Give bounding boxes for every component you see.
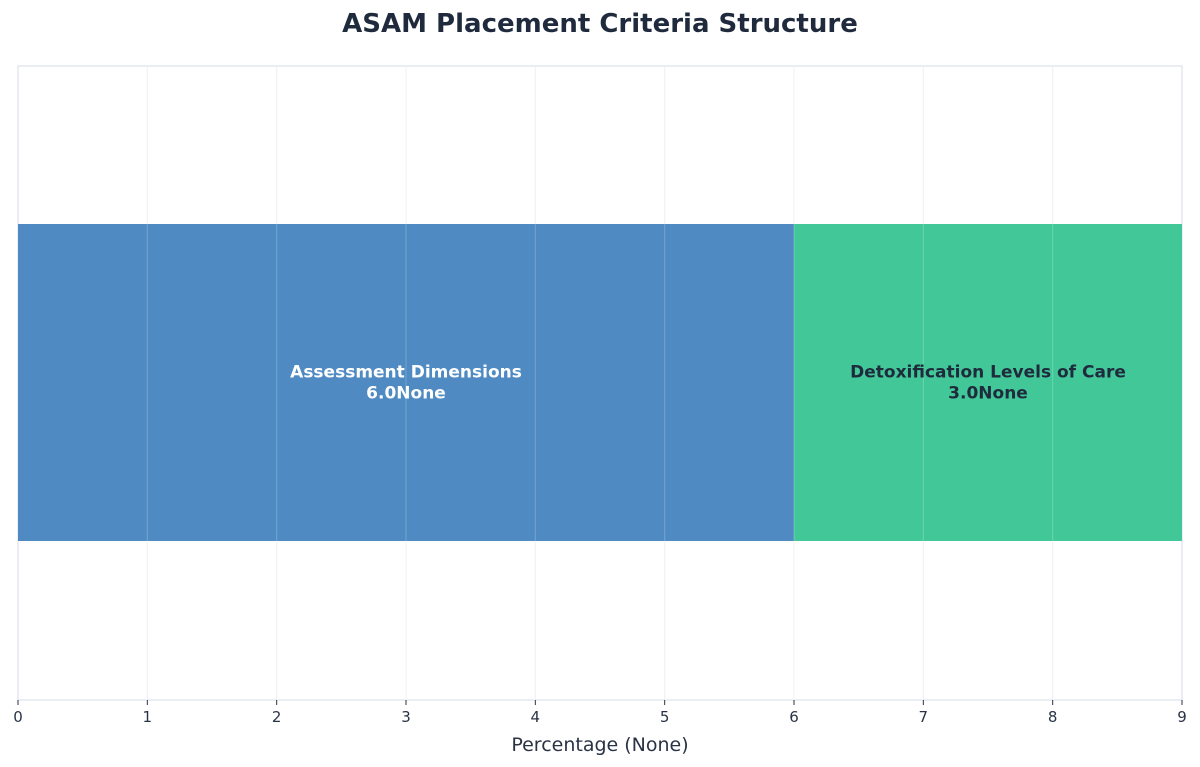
x-tick-label: 8 bbox=[1048, 708, 1058, 726]
segment-data-label: Assessment Dimensions 6.0None bbox=[290, 363, 522, 404]
segment-labels: Assessment Dimensions 6.0None Detoxificati… bbox=[290, 363, 1126, 404]
x-tick-label: 1 bbox=[143, 708, 153, 726]
x-tick-label: 2 bbox=[272, 708, 282, 726]
chart-title: ASAM Placement Criteria Structure bbox=[342, 9, 858, 39]
grid-overlay bbox=[146, 224, 1054, 541]
segment-data-label: Detoxification Levels of Care 3.0None bbox=[850, 363, 1126, 404]
x-tick-label: 7 bbox=[919, 708, 929, 726]
segment-value: 6.0None bbox=[366, 384, 446, 404]
segment-name: Assessment Dimensions bbox=[290, 363, 522, 383]
bar-segments bbox=[18, 224, 1182, 541]
segment-name: Detoxification Levels of Care bbox=[850, 363, 1126, 383]
x-tick-label: 6 bbox=[789, 708, 799, 726]
bar-segment bbox=[18, 224, 794, 541]
x-tick-label: 4 bbox=[531, 708, 541, 726]
x-axis: 0 1 2 3 4 5 6 7 8 9 bbox=[13, 700, 1187, 726]
bar-segment bbox=[794, 224, 1182, 541]
x-axis-label: Percentage (None) bbox=[511, 734, 688, 756]
segment-value: 3.0None bbox=[948, 384, 1028, 404]
x-tick-label: 3 bbox=[401, 708, 411, 726]
x-tick-label: 5 bbox=[660, 708, 670, 726]
x-tick-label: 9 bbox=[1177, 708, 1187, 726]
x-tick-label: 0 bbox=[13, 708, 23, 726]
